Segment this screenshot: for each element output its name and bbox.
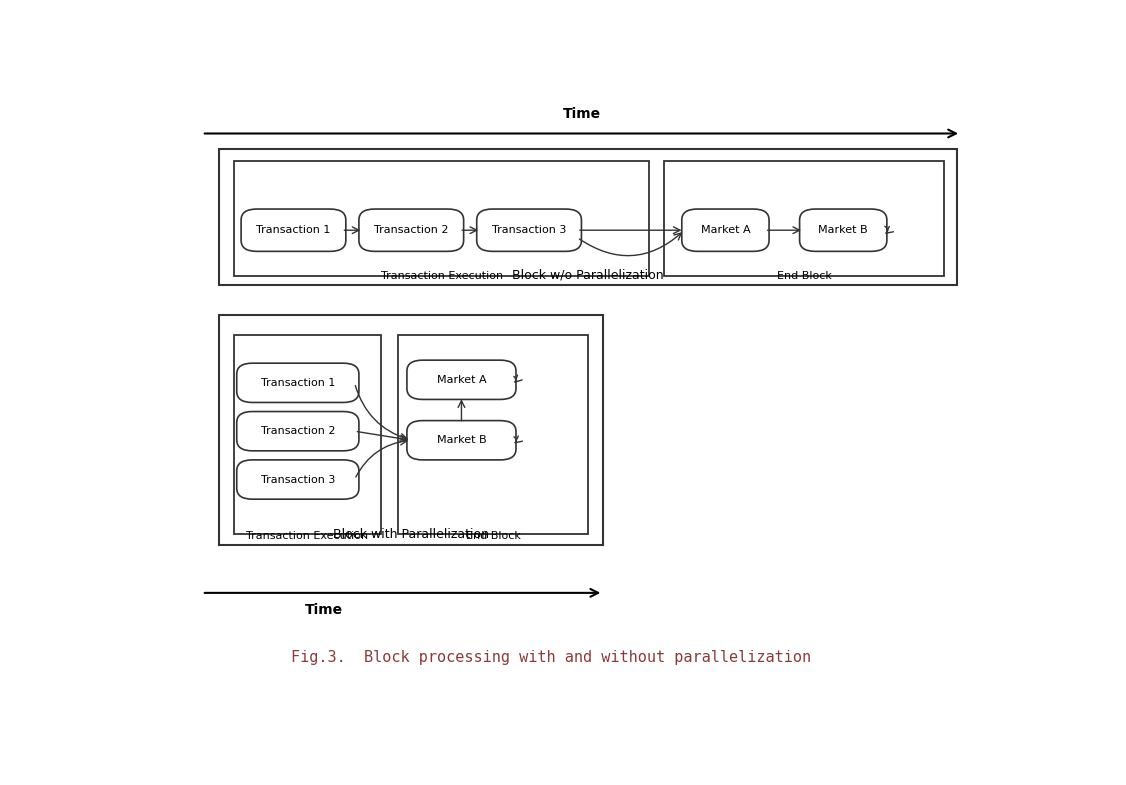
Text: Transaction 2: Transaction 2 (260, 426, 336, 436)
Text: Market A: Market A (700, 225, 750, 236)
Text: Block w/o Parallelization: Block w/o Parallelization (511, 268, 663, 282)
FancyBboxPatch shape (236, 363, 359, 403)
Text: End Block: End Block (466, 531, 520, 541)
Bar (220, 148, 957, 285)
Bar (234, 161, 649, 276)
FancyBboxPatch shape (406, 360, 516, 400)
Text: Transaction 2: Transaction 2 (374, 225, 448, 236)
Text: Block with Parallelization: Block with Parallelization (333, 528, 490, 542)
FancyBboxPatch shape (359, 209, 464, 251)
Text: Market B: Market B (819, 225, 868, 236)
Text: End Block: End Block (777, 272, 831, 281)
Bar (399, 334, 589, 535)
FancyBboxPatch shape (241, 209, 346, 251)
Bar (234, 334, 381, 535)
Text: Transaction Execution: Transaction Execution (381, 272, 503, 281)
Text: Market A: Market A (437, 374, 486, 385)
Text: Market B: Market B (437, 435, 486, 445)
Bar (220, 315, 604, 545)
FancyBboxPatch shape (236, 460, 359, 499)
Text: Transaction Execution: Transaction Execution (247, 531, 368, 541)
Text: Time: Time (305, 603, 343, 617)
FancyBboxPatch shape (406, 421, 516, 460)
FancyBboxPatch shape (799, 209, 887, 251)
Bar (664, 161, 944, 276)
FancyBboxPatch shape (476, 209, 581, 251)
FancyBboxPatch shape (682, 209, 769, 251)
Text: Transaction 1: Transaction 1 (257, 225, 331, 236)
Text: Transaction 3: Transaction 3 (492, 225, 566, 236)
Text: Transaction 3: Transaction 3 (260, 475, 336, 484)
Text: Fig.3.  Block processing with and without parallelization: Fig.3. Block processing with and without… (291, 651, 811, 666)
Text: Transaction 1: Transaction 1 (260, 378, 336, 388)
FancyBboxPatch shape (236, 411, 359, 451)
Text: Time: Time (562, 108, 600, 122)
